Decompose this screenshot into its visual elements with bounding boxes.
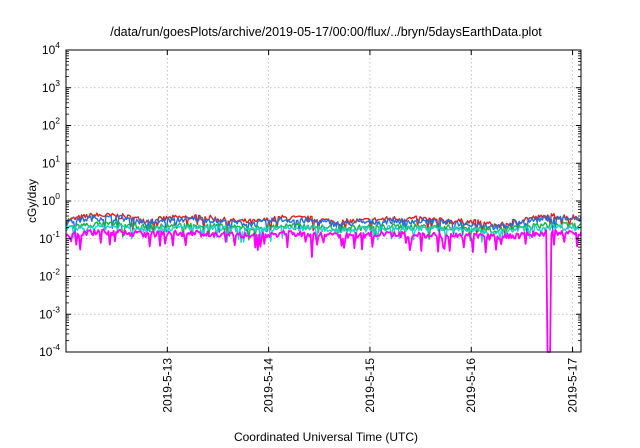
series-layer: [65, 212, 582, 353]
chart-title: /data/run/goesPlots/archive/2019-05-17/0…: [110, 25, 542, 39]
grid-lines: [66, 50, 581, 352]
y-tick-label: 10-4: [39, 342, 60, 359]
x-axis-label: Coordinated Universal Time (UTC): [234, 430, 418, 444]
x-tick-label: 2019-5-16: [464, 358, 478, 413]
x-tick-label: 2019-5-13: [160, 358, 174, 413]
series-line-5: [65, 228, 582, 353]
x-tick-label: 2019-5-15: [363, 358, 377, 413]
series-line-2: [65, 214, 582, 236]
y-tick-label: 10-1: [39, 229, 60, 246]
y-axis-label: cGy/day: [25, 179, 39, 223]
y-axis-ticks: 10-4 10-3 10-2 10-1 100 101 102 103 104: [39, 40, 581, 359]
x-tick-label: 2019-5-17: [566, 358, 580, 413]
y-tick-label: 102: [42, 116, 60, 133]
x-axis-ticks: 2019-5-13 2019-5-14 2019-5-15 2019-5-16 2019…: [160, 50, 580, 413]
y-tick-label: 10-2: [39, 267, 60, 284]
x-tick-label: 2019-5-14: [262, 358, 276, 413]
y-tick-label: 100: [42, 191, 60, 208]
y-tick-label: 103: [42, 78, 60, 95]
y-tick-label: 104: [42, 40, 60, 57]
y-tick-label: 101: [42, 153, 60, 170]
y-tick-label: 10-3: [39, 304, 60, 321]
